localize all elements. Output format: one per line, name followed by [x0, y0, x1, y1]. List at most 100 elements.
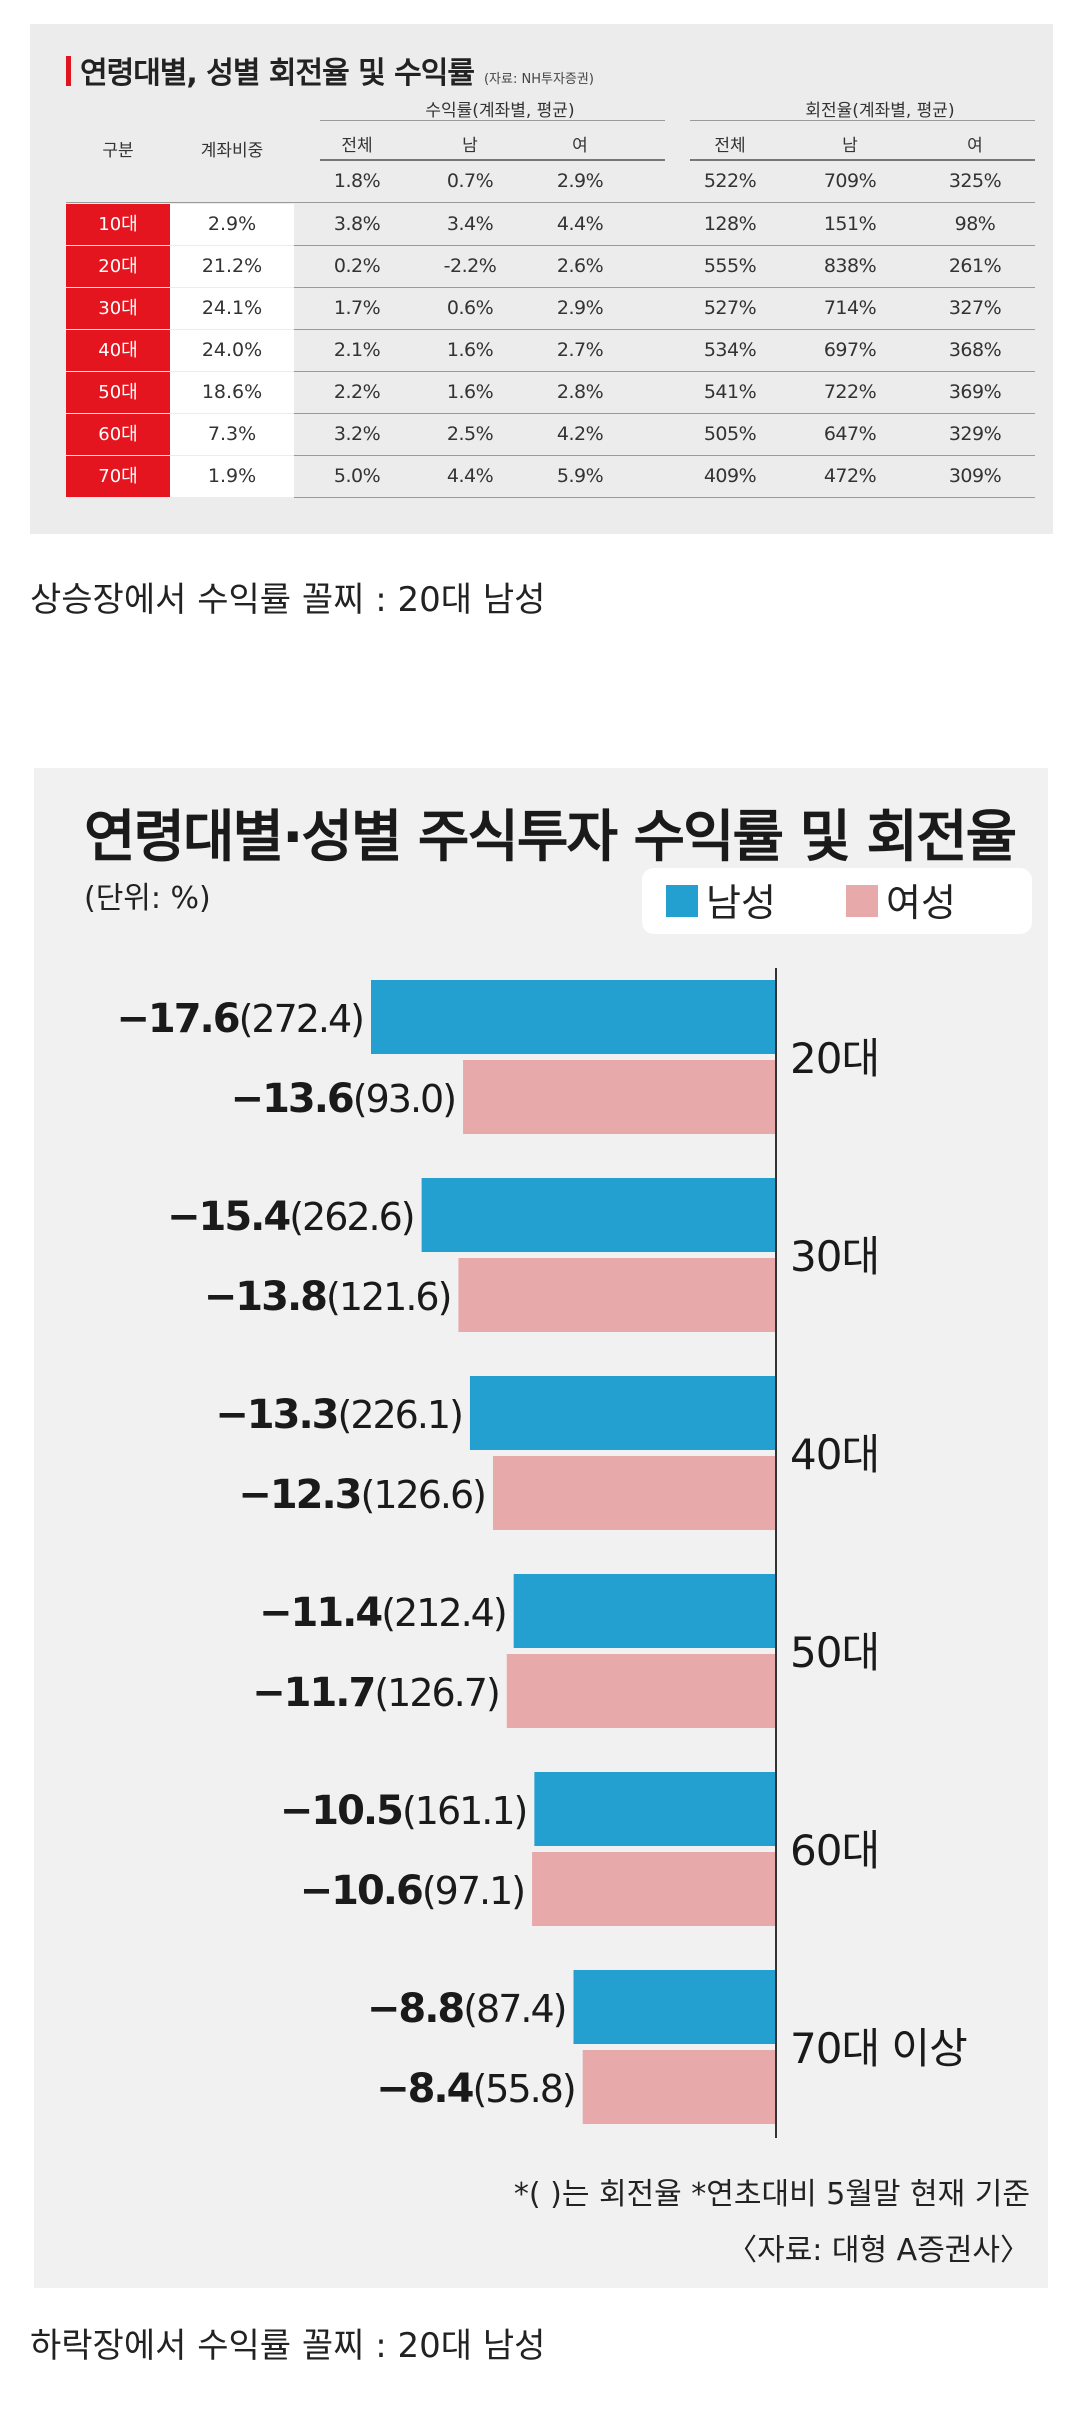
- table-cell: 2.5%: [446, 423, 494, 445]
- bar-value-label: −17.6(272.4): [116, 996, 363, 1042]
- subheader-rule-return: [320, 159, 665, 161]
- table-cell: 647%: [823, 423, 877, 445]
- return-value: −11.4: [259, 1590, 381, 1636]
- table-cell: 128%: [703, 213, 757, 235]
- table-title: 연령대별, 성별 회전율 및 수익률 (자료: NH투자증권): [80, 56, 594, 91]
- turnover-value: (212.4): [381, 1591, 505, 1635]
- return-value: −8.8: [367, 1986, 464, 2032]
- header-share: 계좌비중: [200, 141, 264, 161]
- chart-title: 연령대별·성별 주식투자 수익률 및 회전율: [84, 805, 1016, 870]
- turnover-value: (262.6): [289, 1195, 413, 1239]
- bar-female: [458, 1258, 776, 1332]
- turnover-value: (87.4): [463, 1987, 565, 2031]
- return-value: −12.3: [238, 1472, 360, 1518]
- row-rule: [294, 413, 1035, 414]
- bar-value-label: −11.7(126.7): [252, 1670, 499, 1716]
- table-cell: 4.4%: [446, 465, 494, 487]
- legend-swatch-female: [846, 885, 878, 917]
- bar-value-label: −10.5(161.1): [280, 1788, 527, 1834]
- return-value: −8.4: [376, 2066, 473, 2112]
- table-cell: 151%: [823, 213, 877, 235]
- table-source: (자료: NH투자증권): [483, 72, 594, 87]
- bar-male: [573, 1970, 776, 2044]
- table-cell: 541%: [703, 381, 757, 403]
- category-label: 60대: [790, 1826, 879, 1875]
- table-cell: 309%: [948, 465, 1002, 487]
- bar-value-label: −13.6(93.0): [231, 1076, 455, 1122]
- age-cell: 30대: [66, 288, 170, 329]
- table-cell: 555%: [703, 255, 757, 277]
- header-rule-turnover: [690, 120, 1035, 121]
- return-value: −13.8: [204, 1274, 326, 1320]
- table-cell: 5.0%: [333, 465, 381, 487]
- legend-label-female: 여성: [886, 881, 956, 925]
- table-cell: 3.4%: [446, 213, 494, 235]
- category-label: 50대: [790, 1628, 879, 1677]
- row-rule: [294, 371, 1035, 372]
- subheader-rule-turnover: [690, 159, 1035, 161]
- bar-male: [534, 1772, 776, 1846]
- table-cell: 261%: [948, 255, 1002, 277]
- table-cell: 4.4%: [556, 213, 604, 235]
- chart-source: 〈자료: 대형 A증권사〉: [727, 2233, 1030, 2268]
- bar-value-label: −15.4(262.6): [167, 1194, 414, 1240]
- bar-value-label: −13.8(121.6): [204, 1274, 451, 1320]
- legend-swatch-male: [666, 885, 698, 917]
- bar-male: [371, 980, 776, 1054]
- row-rule: [294, 329, 1035, 330]
- share-cell: 24.0%: [170, 330, 294, 371]
- table-cell: 534%: [703, 339, 757, 361]
- sub-header: 전체: [341, 136, 373, 156]
- bar-female: [492, 1456, 776, 1530]
- table-cell: 2.7%: [556, 339, 604, 361]
- bar-male: [421, 1178, 776, 1252]
- return-value: −15.4: [167, 1194, 289, 1240]
- turnover-value: (93.0): [353, 1077, 455, 1121]
- header-return-group: 수익률(계좌별, 평균): [425, 101, 575, 121]
- table-cell: 1.6%: [446, 381, 494, 403]
- category-label: 30대: [790, 1232, 879, 1281]
- table-cell: 0.2%: [333, 255, 381, 277]
- table-cell: -2.2%: [443, 255, 497, 277]
- legend: 남성 여성: [642, 868, 1032, 934]
- header-turnover-group: 회전율(계좌별, 평균): [805, 101, 955, 121]
- summary-cell: 2.9%: [556, 170, 604, 192]
- summary-rule: [66, 202, 1035, 203]
- table-cell: 714%: [823, 297, 877, 319]
- return-value: −10.5: [280, 1788, 402, 1834]
- turnover-value: (126.6): [361, 1473, 485, 1517]
- chart-panel: 연령대별·성별 주식투자 수익률 및 회전율 (단위: %) 남성 여성 −17…: [34, 768, 1048, 2288]
- sub-header: 남: [462, 136, 478, 156]
- summary-cell: 522%: [703, 170, 757, 192]
- table-cell: 1.6%: [446, 339, 494, 361]
- table-cell: 368%: [948, 339, 1002, 361]
- table-cell: 3.2%: [333, 423, 381, 445]
- bar-female: [463, 1060, 776, 1134]
- turnover-value: (226.1): [338, 1393, 462, 1437]
- table-cell: 329%: [948, 423, 1002, 445]
- title-accent-bar: [66, 56, 71, 86]
- share-cell: 2.9%: [170, 204, 294, 245]
- row-rule: [294, 455, 1035, 456]
- sub-header: 전체: [714, 136, 746, 156]
- sub-header: 여: [572, 136, 588, 156]
- bar-value-label: −11.4(212.4): [259, 1590, 506, 1636]
- table-cell: 838%: [823, 255, 877, 277]
- age-cell: 50대: [66, 372, 170, 413]
- caption-bear-market: 하락장에서 수익률 꼴찌 : 20대 남성: [30, 2326, 546, 2366]
- category-label: 20대: [790, 1034, 879, 1083]
- table-cell: 409%: [703, 465, 757, 487]
- legend-label-male: 남성: [706, 881, 776, 925]
- return-value: −13.6: [231, 1076, 353, 1122]
- table-cell: 98%: [954, 213, 996, 235]
- age-cell: 10대: [66, 204, 170, 245]
- summary-cell: 709%: [823, 170, 877, 192]
- row-rule: [294, 287, 1035, 288]
- turnover-value: (161.1): [402, 1789, 526, 1833]
- table-cell: 505%: [703, 423, 757, 445]
- table-cell: 5.9%: [556, 465, 604, 487]
- age-cell: 60대: [66, 414, 170, 455]
- turnover-value: (97.1): [422, 1869, 524, 1913]
- bar-male: [513, 1574, 776, 1648]
- turnover-value: (272.4): [239, 997, 363, 1041]
